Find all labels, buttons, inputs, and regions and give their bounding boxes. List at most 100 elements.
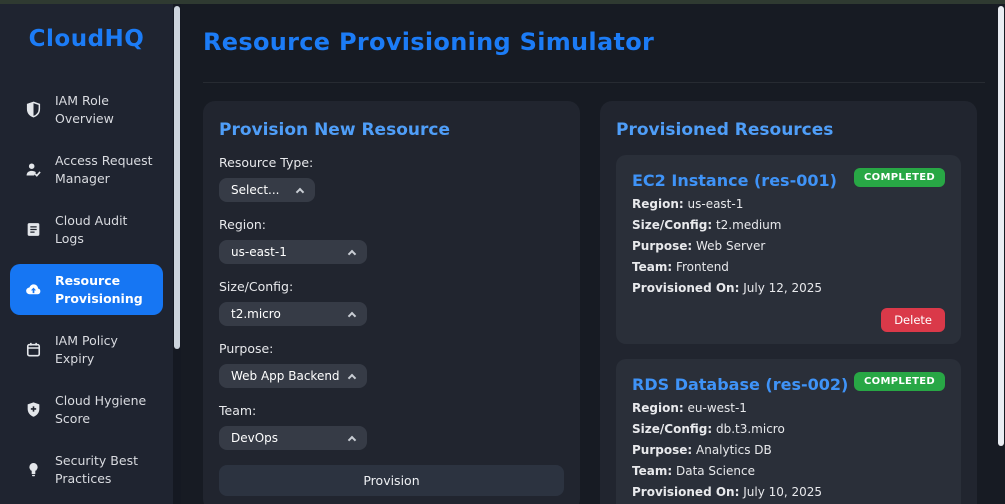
resource-cards: EC2 Instance (res-001) COMPLETED Region:… xyxy=(616,155,961,504)
card-field: Team: Data Science xyxy=(632,464,945,478)
form-field: Resource Type: Select... xyxy=(219,155,564,202)
card-field: Region: us-east-1 xyxy=(632,197,945,211)
chevron-up-icon xyxy=(347,373,357,382)
form-fields: Resource Type: Select... Region: us-east… xyxy=(219,155,564,450)
delete-button[interactable]: Delete xyxy=(881,308,945,332)
card-head: EC2 Instance (res-001) COMPLETED xyxy=(632,168,945,190)
card-field-label: Provisioned On: xyxy=(632,485,740,499)
resource-card: EC2 Instance (res-001) COMPLETED Region:… xyxy=(616,155,961,344)
form-field: Region: us-east-1 xyxy=(219,217,564,264)
resources-panel-title: Provisioned Resources xyxy=(616,120,834,140)
shield-plus-icon xyxy=(25,401,42,418)
sidebar-item-label: IAM Role Overview xyxy=(55,93,114,126)
calendar-icon xyxy=(25,341,42,358)
page-title: Resource Provisioning Simulator xyxy=(203,28,655,56)
shield-half-icon xyxy=(25,101,42,118)
card-head: RDS Database (res-002) COMPLETED xyxy=(632,372,945,394)
card-field-label: Team: xyxy=(632,464,673,478)
card-field-value: July 12, 2025 xyxy=(743,281,823,295)
provision-button[interactable]: Provision xyxy=(219,465,564,496)
field-label: Size/Config: xyxy=(219,279,294,294)
sidebar-item-cloud-hygiene-score[interactable]: Cloud Hygiene Score xyxy=(10,384,163,435)
card-field-value: db.t3.micro xyxy=(715,422,785,436)
card-field: Provisioned On: July 12, 2025 xyxy=(632,281,945,295)
card-field-value: Data Science xyxy=(675,464,755,478)
content-columns: Provision New Resource Resource Type: Se… xyxy=(203,101,985,504)
form-field: Size/Config: t2.micro xyxy=(219,279,564,326)
provisioned-resources-panel: Provisioned Resources EC2 Instance (res-… xyxy=(600,101,977,504)
dropdown-value: Web App Backend xyxy=(231,369,340,383)
sidebar-item-label: Cloud Hygiene Score xyxy=(55,393,147,426)
card-field-label: Purpose: xyxy=(632,443,693,457)
resource-card-title: EC2 Instance (res-001) xyxy=(632,171,837,190)
card-field-value: Frontend xyxy=(675,260,729,274)
lightbulb-icon xyxy=(25,461,42,478)
window-scrollbar-thumb[interactable] xyxy=(998,6,1004,446)
resource-card-title: RDS Database (res-002) xyxy=(632,375,849,394)
status-badge: COMPLETED xyxy=(854,372,945,391)
resource-card: RDS Database (res-002) COMPLETED Region:… xyxy=(616,359,961,504)
card-field-value: Web Server xyxy=(696,239,766,253)
card-fields: Region: eu-west-1 Size/Config: db.t3.micr… xyxy=(632,401,945,499)
person-check-icon xyxy=(25,161,42,178)
card-field-value: eu-west-1 xyxy=(687,401,747,415)
card-field: Team: Frontend xyxy=(632,260,945,274)
dropdown-value: t2.micro xyxy=(231,307,281,321)
sidebar-item-label: IAM Policy Expiry xyxy=(55,333,118,366)
card-fields: Region: us-east-1 Size/Config: t2.medium P… xyxy=(632,197,945,295)
sidebar-item-access-request-manager[interactable]: Access Request Manager xyxy=(10,144,163,195)
provision-form-panel: Provision New Resource Resource Type: Se… xyxy=(203,101,580,504)
app-logo: CloudHQ xyxy=(28,26,145,52)
sidebar-item-label: Security Best Practices xyxy=(55,453,138,486)
card-field-label: Purpose: xyxy=(632,239,693,253)
sidebar-item-cloud-audit-logs[interactable]: Cloud Audit Logs xyxy=(10,204,163,255)
field-label: Resource Type: xyxy=(219,155,314,170)
dropdown-value: us-east-1 xyxy=(231,245,287,259)
card-field: Provisioned On: July 10, 2025 xyxy=(632,485,945,499)
card-field: Region: eu-west-1 xyxy=(632,401,945,415)
purpose-dropdown[interactable]: Web App Backend xyxy=(219,364,367,388)
sidebar-scrollbar-thumb[interactable] xyxy=(174,6,180,349)
card-field-label: Size/Config: xyxy=(632,422,713,436)
resource-type-dropdown[interactable]: Select... xyxy=(219,178,315,202)
chevron-up-icon xyxy=(295,187,305,196)
card-field-label: Provisioned On: xyxy=(632,281,740,295)
sidebar-nav: IAM Role Overview Access Request Manager… xyxy=(0,84,173,504)
sidebar: CloudHQ IAM Role Overview Access Request… xyxy=(0,4,173,504)
card-field-label: Size/Config: xyxy=(632,218,713,232)
app-root: CloudHQ IAM Role Overview Access Request… xyxy=(0,4,1005,504)
card-field: Size/Config: t2.medium xyxy=(632,218,945,232)
card-field-value: t2.medium xyxy=(715,218,782,232)
card-field: Purpose: Web Server xyxy=(632,239,945,253)
sidebar-item-iam-role-overview[interactable]: IAM Role Overview xyxy=(10,84,163,135)
main-content: Resource Provisioning Simulator Provisio… xyxy=(181,4,1005,504)
card-field-label: Team: xyxy=(632,260,673,274)
form-field: Purpose: Web App Backend xyxy=(219,341,564,388)
sidebar-item-resource-provisioning[interactable]: Resource Provisioning xyxy=(10,264,163,315)
card-field: Size/Config: db.t3.micro xyxy=(632,422,945,436)
chevron-up-icon xyxy=(347,435,357,444)
status-badge: COMPLETED xyxy=(854,168,945,187)
form-panel-title: Provision New Resource xyxy=(219,120,450,140)
region-dropdown[interactable]: us-east-1 xyxy=(219,240,367,264)
team-dropdown[interactable]: DevOps xyxy=(219,426,367,450)
dropdown-value: DevOps xyxy=(231,431,279,445)
cloud-upload-icon xyxy=(25,281,42,298)
sidebar-item-security-best-practices[interactable]: Security Best Practices xyxy=(10,444,163,495)
size-config-dropdown[interactable]: t2.micro xyxy=(219,302,367,326)
sidebar-item-label: Access Request Manager xyxy=(55,153,153,186)
sidebar-scrollbar-track[interactable] xyxy=(173,4,181,504)
window-top-strip xyxy=(0,0,1005,4)
sidebar-item-label: Resource Provisioning xyxy=(55,273,143,306)
chevron-up-icon xyxy=(347,311,357,320)
card-field-value: us-east-1 xyxy=(687,197,744,211)
field-label: Purpose: xyxy=(219,341,274,356)
title-divider xyxy=(203,82,985,83)
card-field-label: Region: xyxy=(632,401,684,415)
form-field: Team: DevOps xyxy=(219,403,564,450)
sidebar-item-iam-policy-expiry[interactable]: IAM Policy Expiry xyxy=(10,324,163,375)
sidebar-item-label: Cloud Audit Logs xyxy=(55,213,128,246)
card-field-value: Analytics DB xyxy=(696,443,772,457)
card-field-value: July 10, 2025 xyxy=(743,485,823,499)
card-field: Purpose: Analytics DB xyxy=(632,443,945,457)
